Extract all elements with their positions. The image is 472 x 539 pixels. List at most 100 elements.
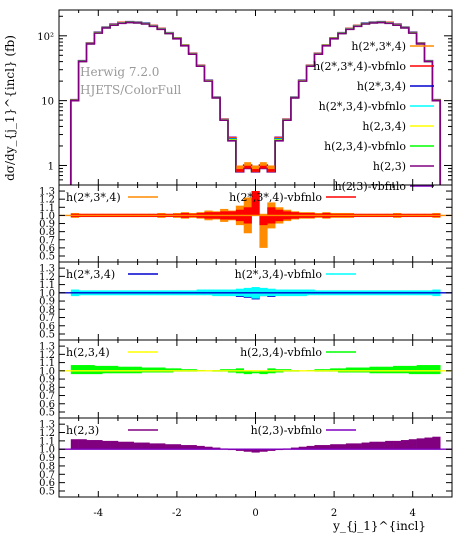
main-plot-frame xyxy=(59,10,452,185)
ratio-ytick-label: 0.5 xyxy=(39,252,55,263)
ratio-band-bin xyxy=(432,437,440,450)
main-panel: 10² 10 1 h(2*,3*,4) h(2*,3*,4)-vbfnlo h(2*,3,… xyxy=(37,10,452,193)
ratio-band-bin xyxy=(346,368,354,373)
ratio-panel-1: 1.31.21.11.00.90.80.70.60.5 h(2*,3*,4) h(2… xyxy=(39,185,452,263)
ratio-band-bin xyxy=(417,438,425,449)
ratio-band-bin xyxy=(330,444,338,449)
ratio-band-bin xyxy=(165,444,173,449)
main-central-band-red-3 xyxy=(260,166,267,169)
ratio-legend-label: h(2,3) xyxy=(66,424,99,437)
main-central-band-red-2 xyxy=(252,169,259,172)
ratio-band-bin xyxy=(362,443,370,450)
ratio-band-bin xyxy=(432,365,440,374)
ratio-band-bin xyxy=(369,367,377,374)
ratio-band-bin xyxy=(417,365,425,374)
ratio-band-bin xyxy=(259,215,267,225)
ratio-band-bin xyxy=(157,443,165,449)
ratio-band-bin xyxy=(157,368,165,373)
ratio-band-bin xyxy=(87,365,95,374)
ratio-band-bin xyxy=(118,367,126,374)
ratio-band-bin xyxy=(110,441,118,449)
ratio-band-bin xyxy=(110,366,118,373)
ratio-band-bin xyxy=(354,443,362,449)
ratio-band-bin xyxy=(369,442,377,450)
ratio-band-bin xyxy=(385,441,393,449)
ratio-band-bin xyxy=(259,288,267,296)
ratio-band-bin xyxy=(173,444,181,449)
ratio-legend-label-vbf: h(2*,3,4)-vbfnlo xyxy=(235,268,323,281)
ratio-band-bin xyxy=(142,443,150,450)
main-ytick-label: 10 xyxy=(41,97,54,108)
xtick-label: 4 xyxy=(410,508,416,519)
ratio-band-bin xyxy=(94,440,102,449)
ratio-band-bin xyxy=(94,366,102,374)
ratio-ytick-label: 0.5 xyxy=(39,408,55,419)
legend-label-5: h(2,3,4)-vbfnlo xyxy=(324,140,406,153)
ratio-band-bin xyxy=(71,365,79,374)
main-central-band-red-4 xyxy=(268,169,275,172)
legend-label-3: h(2*,3,4)-vbfnlo xyxy=(319,100,407,113)
ratio-legend-label: h(2,3,4) xyxy=(66,346,110,359)
ratio-band-bin xyxy=(377,367,385,374)
ratio-band-bin xyxy=(354,368,362,373)
ratio-band-bin xyxy=(87,440,95,449)
ratio-band-bin xyxy=(424,365,432,374)
ratio-band-bin xyxy=(134,443,142,450)
ratio-band-bin xyxy=(102,441,110,449)
legend-label-1: h(2*,3*,4)-vbfnlo xyxy=(313,60,406,73)
ratio-band-bin xyxy=(79,439,87,449)
x-axis-label: y_{j_1}^{incl} xyxy=(332,519,426,533)
ratio-band-bin xyxy=(126,367,134,374)
xtick-label: -4 xyxy=(93,508,103,519)
legend-label-2: h(2*,3,4) xyxy=(357,80,406,93)
xtick-label: 0 xyxy=(252,508,258,519)
main-ytick-label: 10² xyxy=(37,32,54,43)
ratio-band-bin xyxy=(338,444,346,449)
ratio-panels: 1.31.21.11.00.90.80.70.60.5h(2*,3*,4) h(2… xyxy=(39,185,452,498)
ratio-legend-label-vbf: h(2*,3*,4)-vbfnlo xyxy=(229,191,322,204)
ratio-band-bin xyxy=(385,367,393,374)
ratio-band-bin xyxy=(393,441,401,449)
ratio-band-bin xyxy=(118,442,126,450)
ratio-band-bin xyxy=(79,365,87,374)
ratio-band-bin xyxy=(401,440,409,449)
legend-label-0: h(2*,3*,4) xyxy=(351,40,406,53)
ratio-ytick-label: 0.5 xyxy=(39,487,55,498)
ratio-band-bin xyxy=(142,368,150,373)
legend-label-6: h(2,3) xyxy=(373,160,406,173)
ratio-band-bin xyxy=(126,442,134,450)
ratio-band-bin xyxy=(102,366,110,373)
legend-label-7: h(2,3)-vbfnlo xyxy=(335,180,407,193)
xtick-label: 2 xyxy=(331,508,337,519)
ratio-band-bin xyxy=(401,366,409,373)
ratio-band-bin xyxy=(362,368,370,373)
watermark-analysis: HJETS/ColorFull xyxy=(80,83,181,97)
ratio-ytick-label: 0.5 xyxy=(39,330,55,341)
main-y-axis-label: dσ/dy_{j_1}^{incl} (fb) xyxy=(3,35,17,181)
ratio-panel-3: 1.31.21.11.00.90.80.70.60.5h(2,3,4) h(2,3… xyxy=(39,340,452,419)
ratio-legend-label: h(2*,3,4) xyxy=(66,268,115,281)
watermark-generator: Herwig 7.2.0 xyxy=(80,65,159,79)
ratio-legend-label-vbf: h(2,3,4)-vbfnlo xyxy=(240,346,322,359)
ratio-band-bin xyxy=(377,442,385,450)
ratio-band-bin xyxy=(346,443,354,449)
xtick-label: -2 xyxy=(172,508,182,519)
ratio-panel-2: 1.31.21.11.00.90.80.70.60.5 h(2*,3,4) h(2*… xyxy=(39,262,452,341)
ratio-band-bin xyxy=(149,443,157,449)
ratio-band-bin xyxy=(252,372,260,374)
ratio-band-bin xyxy=(71,439,79,449)
main-central-band-red-1 xyxy=(244,166,251,169)
ratio-band-bin xyxy=(409,366,417,374)
ratio-band-bin xyxy=(424,438,432,450)
legend-label-4: h(2,3,4) xyxy=(362,120,406,133)
ratio-band-bin xyxy=(134,367,142,374)
ratio-band-bin xyxy=(149,368,157,373)
main-central-band-red-0 xyxy=(236,169,243,172)
ratio-band-bin xyxy=(393,366,401,373)
main-ytick-label: 1 xyxy=(48,161,54,172)
ratio-band-bin xyxy=(409,439,417,449)
ratio-legend-label-vbf: h(2,3)-vbfnlo xyxy=(251,424,323,437)
ratio-panel-4: 1.31.21.11.00.90.80.70.60.5 h(2,3) h(2,3)-… xyxy=(39,418,452,498)
ratio-legend-label: h(2*,3*,4) xyxy=(66,191,121,204)
